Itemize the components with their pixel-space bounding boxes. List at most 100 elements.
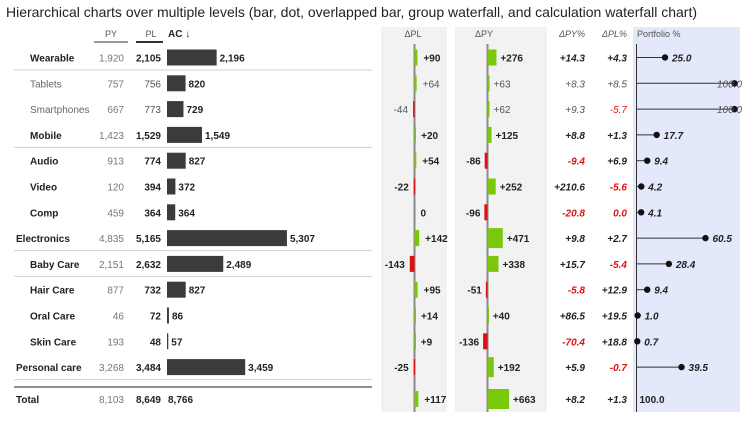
ac-bar-8: [167, 255, 224, 272]
dpy-label-6: -96: [466, 208, 481, 219]
py-value-1: 757: [107, 79, 124, 90]
portfolio-label-total: 100.0: [640, 395, 665, 406]
row-label-5: Video: [30, 183, 57, 194]
dpl-bar-4: [414, 152, 417, 169]
dpy-bar-total: [487, 389, 510, 409]
dpl-label-10: +14: [421, 312, 438, 323]
dpy-label-3: +125: [496, 131, 519, 142]
dpl-bar-2: [413, 101, 415, 118]
dpy-bar-1: [487, 75, 490, 92]
chart-title: Hierarchical charts over multiple levels…: [6, 4, 698, 20]
dpy-label-0: +276: [500, 54, 523, 65]
portfolio-label-6: 4.1: [647, 208, 662, 219]
dpy-band: [455, 27, 547, 412]
portfolio-dot-9: [644, 286, 651, 293]
pl-value-4: 774: [144, 157, 161, 168]
header-py: PY: [105, 29, 117, 39]
dpy-pct-4: -9.4: [568, 157, 586, 168]
pl-value-11: 48: [150, 337, 162, 348]
pl-value-9: 732: [144, 286, 161, 297]
ac-bar-0: [167, 49, 217, 66]
row-label-10: Oral Care: [30, 312, 75, 323]
row-label-3: Mobile: [30, 131, 62, 142]
py-value-2: 667: [107, 105, 124, 116]
ac-label-10: 86: [172, 312, 184, 323]
py-value-12: 3,268: [99, 363, 124, 374]
py-value-0: 1,920: [99, 54, 124, 65]
ac-label-3: 1,549: [205, 131, 230, 142]
dpy-bar-6: [484, 204, 488, 221]
dpl-pct-11: +18.8: [602, 337, 628, 348]
dpl-bar-5: [413, 178, 416, 195]
dpy-pct-9: -5.8: [568, 286, 586, 297]
dpy-label-7: +471: [507, 234, 530, 245]
portfolio-label-0: 25.0: [671, 54, 692, 65]
dpy-pct-6: -20.8: [562, 208, 585, 219]
dpl-bar-11: [414, 333, 416, 350]
ac-label-2: 729: [186, 105, 203, 116]
portfolio-dot-11: [634, 338, 641, 345]
pl-value-12: 3,484: [136, 363, 161, 374]
portfolio-label-10: 1.0: [645, 312, 659, 323]
py-value-10: 46: [113, 312, 125, 323]
portfolio-label-12: 39.5: [689, 363, 709, 374]
pl-value-8: 2,632: [136, 260, 161, 271]
header-portfolio: Portfolio %: [637, 29, 681, 39]
row-label-8: Baby Care: [30, 260, 80, 271]
dpy-bar-8: [487, 255, 499, 272]
dpl-pct-6: 0.0: [613, 208, 627, 219]
dpy-pct-10: +86.5: [560, 312, 586, 323]
row-label-0: Wearable: [30, 54, 75, 65]
ac-label-12: 3,459: [248, 363, 273, 374]
dpl-pct-5: -5.6: [610, 183, 628, 194]
row-label-9: Hair Care: [30, 286, 75, 297]
dpl-label-total: +117: [424, 395, 446, 406]
portfolio-dot-8: [665, 260, 673, 268]
row-label-11: Skin Care: [30, 337, 77, 348]
pl-value-6: 364: [144, 208, 161, 219]
dpl-label-11: +9: [421, 337, 433, 348]
dpl-pct-10: +19.5: [602, 312, 628, 323]
row-label-7: Electronics: [16, 234, 70, 245]
dpl-bar-10: [414, 307, 416, 324]
dpl-label-6: 0: [421, 208, 427, 219]
py-value-4: 913: [107, 157, 124, 168]
dpl-label-0: +90: [423, 54, 440, 65]
dpy-bar-3: [487, 126, 492, 143]
dpl-pct-total: +1.3: [607, 395, 627, 406]
dpy-label-11: -136: [459, 337, 479, 348]
dpy-pct-3: +8.8: [565, 131, 585, 142]
dpy-label-total: +663: [513, 395, 536, 406]
dpl-label-5: -22: [394, 183, 409, 194]
dpl-label-4: +54: [422, 157, 439, 168]
header-ac: AC ↓: [168, 29, 190, 40]
portfolio-label-3: 17.7: [664, 131, 684, 142]
ac-bar-3: [167, 126, 203, 143]
portfolio-label-1: 100.0: [717, 79, 742, 90]
ac-bar-4: [167, 152, 186, 169]
pl-value-7: 5,165: [136, 234, 161, 245]
py-value-7: 4,835: [99, 234, 124, 245]
dpl-bar-3: [414, 126, 416, 143]
ac-label-5: 372: [178, 183, 195, 194]
ac-label-6: 364: [178, 208, 195, 219]
dpy-bar-9: [485, 281, 488, 298]
portfolio-dot-10: [634, 312, 641, 319]
dpl-pct-4: +6.9: [607, 157, 627, 168]
header-dpy-pct: ΔPY%: [558, 29, 585, 39]
dpl-label-7: +142: [425, 234, 448, 245]
dpy-label-4: -86: [466, 157, 481, 168]
dpy-pct-2: +9.3: [565, 105, 585, 116]
dpy-label-1: +63: [494, 79, 511, 90]
dpl-pct-9: +12.9: [602, 286, 628, 297]
ac-label-7: 5,307: [290, 234, 315, 245]
dpl-label-2: -44: [394, 105, 409, 116]
portfolio-dot-6: [637, 209, 645, 216]
dpl-pct-2: -5.7: [610, 105, 628, 116]
portfolio-label-9: 9.4: [654, 286, 668, 297]
dpl-label-3: +20: [421, 131, 438, 142]
dpl-label-12: -25: [394, 363, 409, 374]
portfolio-dot-7: [702, 234, 709, 242]
dpy-label-2: +62: [494, 105, 511, 116]
py-value-5: 120: [107, 183, 124, 194]
